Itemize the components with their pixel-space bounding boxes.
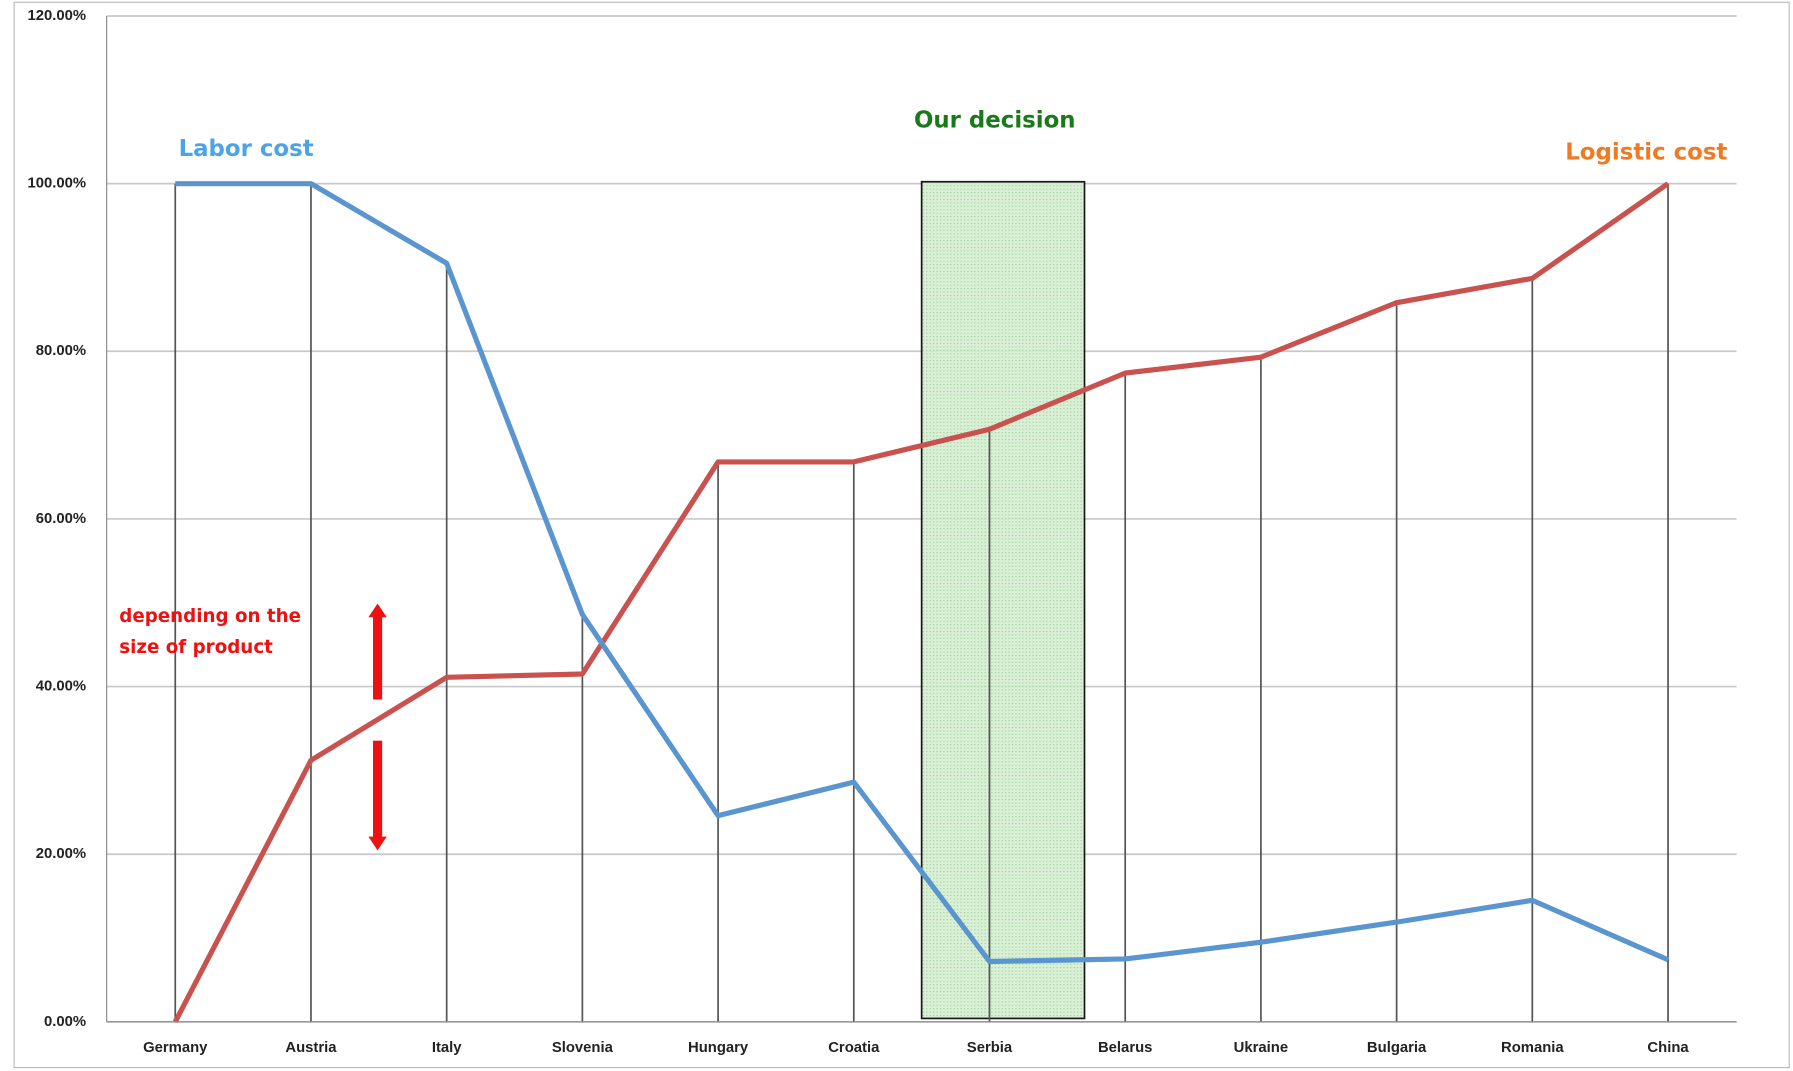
x-tick-label: Croatia (828, 1040, 880, 1056)
series-label: Logistic cost (1565, 140, 1727, 166)
x-tick-label: Germany (143, 1040, 208, 1056)
x-tick-label: Serbia (967, 1040, 1013, 1056)
x-tick-label: Italy (432, 1040, 462, 1056)
range-arrows (368, 603, 387, 851)
y-tick-label: 0.00% (44, 1014, 86, 1030)
y-tick-label: 20.00% (36, 846, 86, 862)
x-tick-label: Romania (1501, 1040, 1564, 1056)
range-note: depending on the (119, 606, 301, 627)
highlight-label: Our decision (914, 108, 1076, 134)
y-tick-label: 80.00% (36, 343, 86, 359)
y-tick-label: 100.00% (27, 176, 86, 192)
decision-box (920, 180, 1086, 1020)
x-tick-label: Bulgaria (1367, 1040, 1427, 1056)
y-tick-label: 40.00% (36, 678, 86, 694)
x-tick-label: China (1647, 1040, 1689, 1056)
frame (13, 1, 1790, 1069)
series-line (172, 181, 1670, 1024)
y-tick-label: 60.00% (36, 511, 86, 527)
x-tick-label: Slovenia (552, 1040, 614, 1056)
x-tick-label: Hungary (688, 1040, 749, 1056)
x-tick-label: Austria (285, 1040, 337, 1056)
x-tick-label: Belarus (1098, 1040, 1152, 1056)
series-line (175, 181, 1670, 965)
x-tick-label: Ukraine (1234, 1040, 1288, 1056)
series-label: Labor cost (179, 136, 314, 162)
y-tick-label: 120.00% (27, 8, 86, 24)
range-note: size of product (119, 637, 273, 658)
